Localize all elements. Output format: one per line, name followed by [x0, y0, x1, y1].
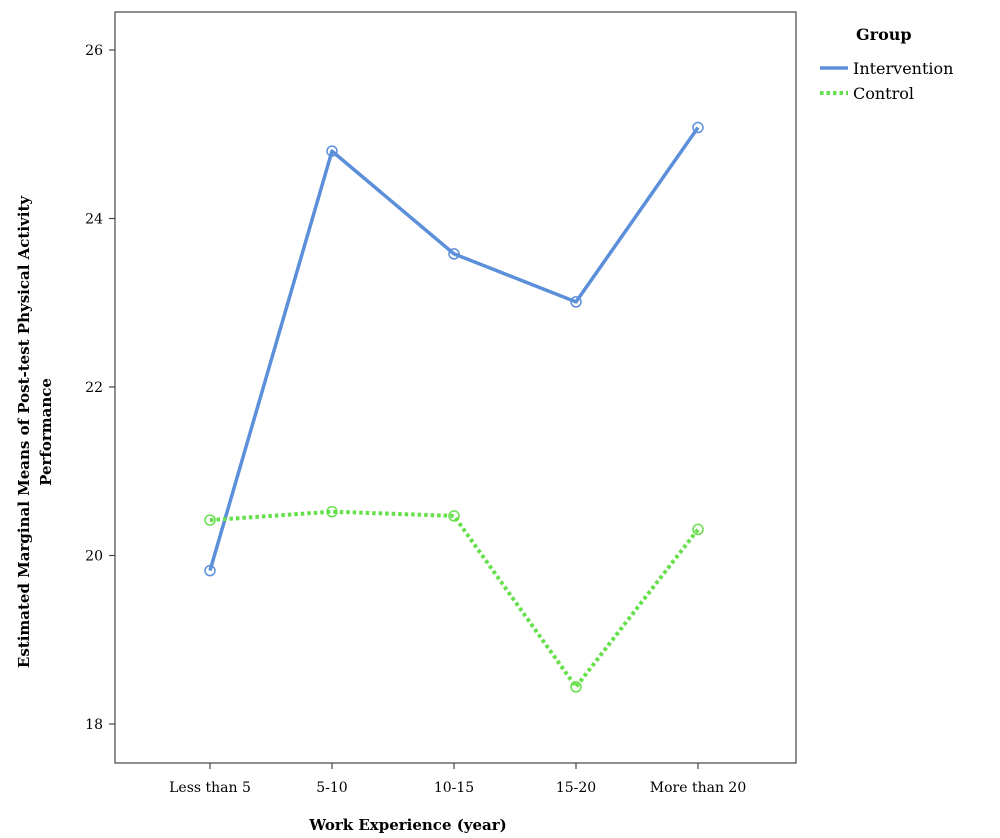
- y-axis-title-line-1: Estimated Marginal Means of Post-test Ph…: [15, 195, 33, 668]
- y-axis: 18 20 22 24 26: [85, 43, 115, 733]
- y-axis-title-line-2: Performance: [37, 378, 55, 486]
- x-tick-label: 5-10: [316, 780, 347, 796]
- data-point: [204, 564, 216, 577]
- data-point: [448, 248, 460, 260]
- data-point: [326, 505, 338, 518]
- x-tick-label: More than 20: [650, 780, 746, 796]
- data-point: [570, 296, 582, 308]
- series-intervention: [204, 121, 704, 577]
- y-tick-label: 18: [85, 717, 103, 733]
- legend-title: Group: [856, 25, 912, 44]
- y-tick-label: 24: [85, 212, 103, 228]
- legend-items: Intervention Control: [820, 59, 953, 103]
- series-control: [204, 505, 704, 693]
- series-layer: [204, 121, 704, 693]
- x-axis: Less than 5 5-10 10-15 15-20 More than 20: [169, 763, 746, 796]
- data-point: [570, 681, 582, 693]
- x-tick-label: Less than 5: [169, 780, 251, 796]
- data-point: [326, 145, 338, 157]
- x-tick-label: 10-15: [434, 780, 474, 796]
- data-point: [448, 510, 460, 522]
- y-tick-label: 26: [85, 43, 103, 59]
- data-point: [692, 121, 704, 134]
- legend: Group Intervention Control: [820, 25, 953, 103]
- series-line: [208, 126, 700, 572]
- y-tick-label: 20: [85, 549, 103, 565]
- data-point: [204, 514, 216, 526]
- series-line: [209, 509, 700, 689]
- plot-area: [114, 11, 797, 764]
- legend-label: Intervention: [853, 59, 953, 78]
- legend-label: Control: [853, 84, 914, 103]
- x-tick-label: 15-20: [556, 780, 596, 796]
- x-axis-title: Work Experience (year): [308, 816, 507, 834]
- y-tick-label: 22: [85, 380, 103, 396]
- data-point: [692, 523, 704, 536]
